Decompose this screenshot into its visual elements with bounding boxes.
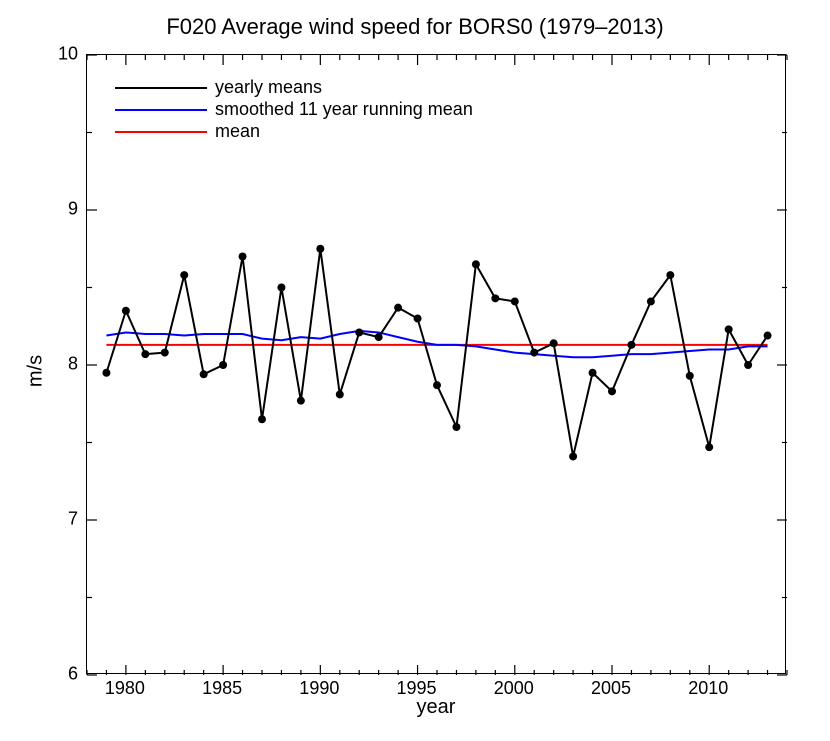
chart-title: F020 Average wind speed for BORS0 (1979–… — [0, 14, 830, 40]
x-tick-label: 2000 — [494, 678, 534, 699]
x-tick-label: 1990 — [299, 678, 339, 699]
legend-line-icon — [115, 109, 207, 111]
legend-label: mean — [215, 121, 260, 142]
y-tick-label: 10 — [58, 44, 78, 65]
x-tick-label: 1980 — [105, 678, 145, 699]
x-axis-label: year — [86, 696, 786, 719]
y-tick-label: 6 — [68, 664, 78, 685]
y-tick-label: 8 — [68, 354, 78, 375]
plot-svg — [87, 55, 787, 675]
chart-container: F020 Average wind speed for BORS0 (1979–… — [0, 0, 830, 741]
legend: yearly meanssmoothed 11 year running mea… — [115, 77, 473, 143]
y-tick-label: 9 — [68, 199, 78, 220]
legend-label: yearly means — [215, 77, 322, 98]
legend-label: smoothed 11 year running mean — [215, 99, 473, 120]
x-tick-label: 1995 — [397, 678, 437, 699]
legend-item: smoothed 11 year running mean — [115, 99, 473, 121]
legend-line-icon — [115, 87, 207, 89]
x-tick-label: 2010 — [688, 678, 728, 699]
x-tick-label: 1985 — [202, 678, 242, 699]
y-axis-label: m/s — [25, 354, 48, 386]
x-tick-label: 2005 — [591, 678, 631, 699]
plot-area: yearly meanssmoothed 11 year running mea… — [86, 54, 786, 674]
legend-line-icon — [115, 131, 207, 133]
legend-item: mean — [115, 121, 473, 143]
y-tick-label: 7 — [68, 509, 78, 530]
legend-item: yearly means — [115, 77, 473, 99]
